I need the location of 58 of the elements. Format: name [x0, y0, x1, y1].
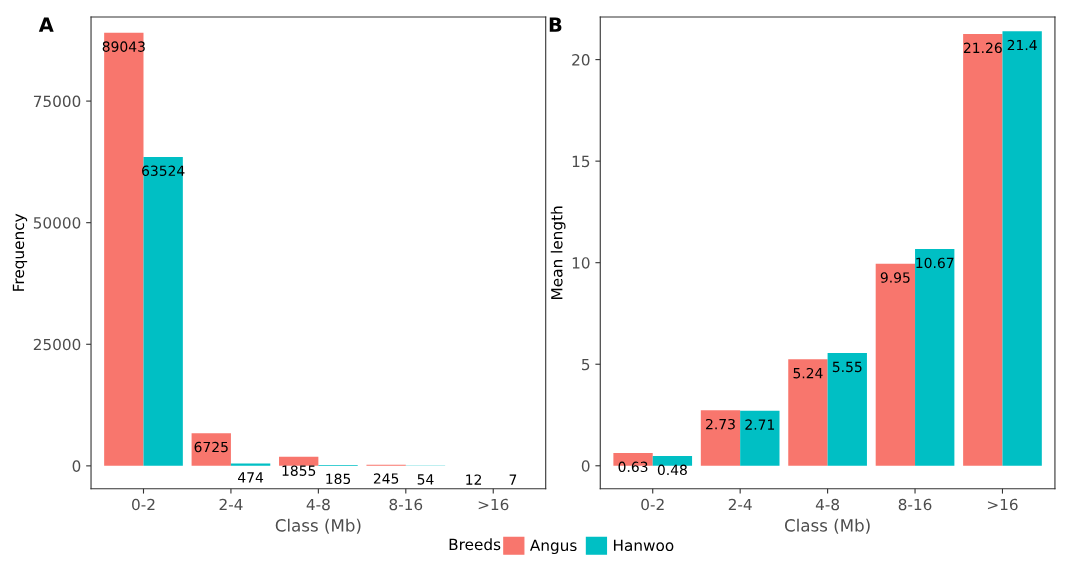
x-tick-label: 4-8: [306, 498, 330, 511]
data-label: 54: [417, 474, 434, 485]
data-label: 0.48: [657, 464, 687, 476]
x-tick-label: 2-4: [219, 498, 243, 511]
data-label: 245: [373, 473, 399, 484]
data-label: 9.95: [880, 272, 910, 283]
data-label: 10.67: [916, 257, 954, 269]
data-label: 2.73: [706, 418, 735, 430]
y-tick-label: 0: [581, 460, 590, 472]
bar: [788, 359, 828, 466]
y-tick-label: 75000: [33, 95, 81, 108]
bar: [279, 456, 319, 466]
bar: [963, 34, 1003, 466]
y-tick-label: 50000: [33, 217, 81, 229]
data-label: 474: [238, 472, 264, 483]
y-tick-label: 15: [572, 155, 590, 168]
bar: [652, 456, 693, 466]
data-label: 5.24: [793, 367, 823, 379]
x-tick-label: 0-2: [132, 498, 155, 511]
y-axis-title: Mean length: [550, 206, 566, 299]
chart-title: B: [549, 17, 562, 32]
data-label: 5.55: [832, 361, 862, 373]
y-tick-label: 20: [572, 54, 590, 66]
x-tick-label: >16: [478, 498, 509, 511]
data-label: 21.26: [963, 42, 1002, 54]
bar: [700, 410, 741, 466]
x-tick-label: 8-16: [389, 498, 423, 511]
y-tick-label: 25000: [33, 338, 81, 351]
bar: [875, 263, 916, 466]
x-tick-label: 2-4: [728, 498, 752, 511]
chart-title: A: [38, 17, 54, 32]
data-label: 6725: [194, 441, 228, 453]
y-tick-label: 0: [72, 460, 81, 472]
legend-title: Breeds: [449, 538, 501, 551]
y-tick-label: 10: [572, 257, 590, 269]
bar: [104, 32, 144, 466]
x-axis-title: Class (Mb): [275, 518, 361, 534]
data-label: 185: [326, 473, 351, 485]
x-tick-label: 0-2: [641, 498, 664, 511]
legend-label: Angus: [529, 539, 577, 555]
x-tick-label: 4-8: [815, 498, 840, 511]
y-tick-label: 5: [582, 358, 590, 371]
x-tick-label: 8-16: [898, 498, 932, 511]
data-label: 21.4: [1007, 39, 1037, 51]
bar: [740, 410, 780, 466]
bar: [827, 353, 867, 466]
x-tick-label: >16: [987, 498, 1018, 511]
data-label: 2.71: [745, 419, 775, 430]
data-label: 7: [509, 474, 517, 485]
bar: [143, 156, 183, 466]
bar: [191, 433, 231, 466]
bar: [1002, 31, 1042, 466]
bar: [915, 249, 955, 466]
legend-label: Hanwoo: [613, 539, 674, 552]
data-label: 1855: [282, 465, 316, 476]
y-axis-title: Frequency: [12, 213, 28, 291]
data-label: 12: [466, 474, 482, 485]
x-axis-title: Class (Mb): [784, 518, 870, 534]
